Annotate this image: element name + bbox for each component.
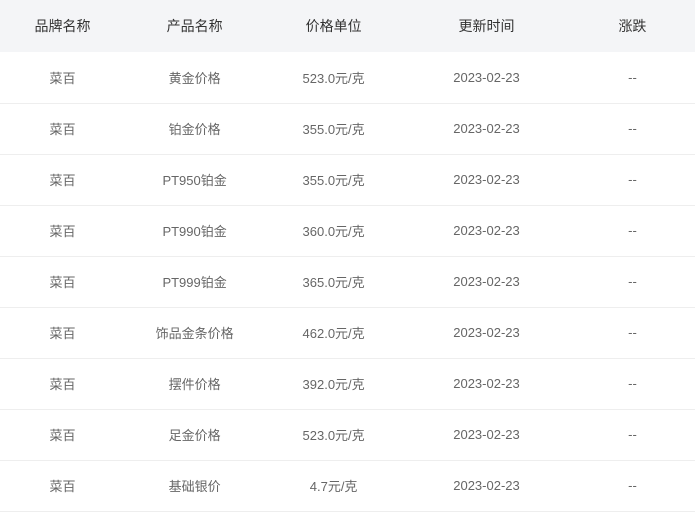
cell-product: 铂金价格 [125, 103, 264, 154]
col-header-change: 涨跌 [570, 0, 695, 52]
cell-brand: 菜百 [0, 103, 125, 154]
col-header-brand: 品牌名称 [0, 0, 125, 52]
cell-change: -- [570, 307, 695, 358]
cell-change: -- [570, 52, 695, 103]
cell-product: 足金价格 [125, 409, 264, 460]
table-header: 品牌名称 产品名称 价格单位 更新时间 涨跌 [0, 0, 695, 52]
col-header-price: 价格单位 [264, 0, 403, 52]
cell-date: 2023-02-23 [403, 358, 570, 409]
cell-date: 2023-02-23 [403, 205, 570, 256]
cell-price: 355.0元/克 [264, 154, 403, 205]
cell-price: 360.0元/克 [264, 205, 403, 256]
cell-brand: 菜百 [0, 409, 125, 460]
cell-date: 2023-02-23 [403, 52, 570, 103]
table-body: 菜百 黄金价格 523.0元/克 2023-02-23 -- 菜百 铂金价格 3… [0, 52, 695, 511]
table-header-row: 品牌名称 产品名称 价格单位 更新时间 涨跌 [0, 0, 695, 52]
cell-product: 摆件价格 [125, 358, 264, 409]
table-row: 菜百 PT990铂金 360.0元/克 2023-02-23 -- [0, 205, 695, 256]
cell-date: 2023-02-23 [403, 256, 570, 307]
cell-date: 2023-02-23 [403, 409, 570, 460]
cell-product: PT990铂金 [125, 205, 264, 256]
cell-product: PT950铂金 [125, 154, 264, 205]
table-row: 菜百 饰品金条价格 462.0元/克 2023-02-23 -- [0, 307, 695, 358]
table-row: 菜百 基础银价 4.7元/克 2023-02-23 -- [0, 460, 695, 511]
cell-brand: 菜百 [0, 358, 125, 409]
col-header-date: 更新时间 [403, 0, 570, 52]
cell-price: 365.0元/克 [264, 256, 403, 307]
cell-price: 523.0元/克 [264, 52, 403, 103]
cell-change: -- [570, 256, 695, 307]
cell-date: 2023-02-23 [403, 307, 570, 358]
cell-price: 355.0元/克 [264, 103, 403, 154]
table-row: 菜百 铂金价格 355.0元/克 2023-02-23 -- [0, 103, 695, 154]
cell-change: -- [570, 154, 695, 205]
cell-price: 462.0元/克 [264, 307, 403, 358]
cell-brand: 菜百 [0, 205, 125, 256]
table-row: 菜百 PT950铂金 355.0元/克 2023-02-23 -- [0, 154, 695, 205]
cell-change: -- [570, 103, 695, 154]
cell-change: -- [570, 460, 695, 511]
table-row: 菜百 黄金价格 523.0元/克 2023-02-23 -- [0, 52, 695, 103]
col-header-product: 产品名称 [125, 0, 264, 52]
cell-product: PT999铂金 [125, 256, 264, 307]
cell-price: 392.0元/克 [264, 358, 403, 409]
table-row: 菜百 足金价格 523.0元/克 2023-02-23 -- [0, 409, 695, 460]
cell-brand: 菜百 [0, 154, 125, 205]
cell-brand: 菜百 [0, 460, 125, 511]
cell-product: 基础银价 [125, 460, 264, 511]
cell-price: 523.0元/克 [264, 409, 403, 460]
table-row: 菜百 PT999铂金 365.0元/克 2023-02-23 -- [0, 256, 695, 307]
cell-product: 饰品金条价格 [125, 307, 264, 358]
cell-date: 2023-02-23 [403, 460, 570, 511]
cell-product: 黄金价格 [125, 52, 264, 103]
price-table: 品牌名称 产品名称 价格单位 更新时间 涨跌 菜百 黄金价格 523.0元/克 … [0, 0, 695, 512]
cell-brand: 菜百 [0, 256, 125, 307]
cell-brand: 菜百 [0, 307, 125, 358]
cell-date: 2023-02-23 [403, 154, 570, 205]
cell-date: 2023-02-23 [403, 103, 570, 154]
cell-change: -- [570, 409, 695, 460]
table-row: 菜百 摆件价格 392.0元/克 2023-02-23 -- [0, 358, 695, 409]
cell-change: -- [570, 358, 695, 409]
cell-change: -- [570, 205, 695, 256]
cell-brand: 菜百 [0, 52, 125, 103]
cell-price: 4.7元/克 [264, 460, 403, 511]
